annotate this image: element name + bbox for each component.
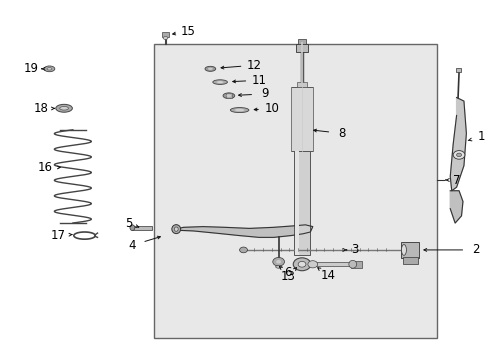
- Bar: [400, 242, 418, 258]
- Bar: [162, 32, 168, 37]
- Bar: [295, 151, 299, 255]
- Text: 7: 7: [452, 174, 459, 186]
- Bar: [312, 262, 351, 266]
- Ellipse shape: [207, 68, 212, 70]
- Text: 3: 3: [350, 243, 358, 256]
- Ellipse shape: [174, 227, 178, 231]
- Text: 1: 1: [476, 130, 484, 144]
- Bar: [291, 87, 312, 151]
- Ellipse shape: [348, 260, 356, 268]
- Bar: [298, 40, 305, 44]
- Bar: [350, 261, 361, 268]
- Circle shape: [298, 261, 305, 267]
- Bar: [225, 93, 231, 98]
- Text: 9: 9: [261, 87, 268, 100]
- Circle shape: [272, 257, 284, 266]
- Ellipse shape: [56, 104, 72, 112]
- Bar: [402, 257, 417, 264]
- Bar: [296, 44, 307, 51]
- Ellipse shape: [230, 108, 248, 113]
- Text: 14: 14: [320, 269, 335, 282]
- Text: 2: 2: [471, 243, 479, 256]
- Ellipse shape: [171, 225, 180, 234]
- Circle shape: [276, 260, 281, 264]
- Text: 6: 6: [283, 266, 290, 279]
- Ellipse shape: [234, 109, 244, 111]
- Ellipse shape: [226, 94, 231, 97]
- Text: 13: 13: [281, 270, 295, 283]
- Bar: [132, 226, 152, 230]
- Text: 17: 17: [51, 229, 65, 242]
- Text: 11: 11: [251, 74, 266, 87]
- Ellipse shape: [163, 37, 167, 40]
- Circle shape: [307, 261, 317, 268]
- Polygon shape: [173, 225, 312, 237]
- Ellipse shape: [216, 81, 223, 83]
- Circle shape: [239, 247, 247, 253]
- Text: 15: 15: [181, 25, 196, 38]
- Text: 18: 18: [34, 103, 48, 116]
- Text: 4: 4: [128, 239, 136, 252]
- Ellipse shape: [223, 93, 234, 99]
- Bar: [455, 68, 460, 72]
- Text: 10: 10: [264, 103, 279, 116]
- Circle shape: [456, 153, 461, 157]
- Ellipse shape: [60, 107, 68, 110]
- Ellipse shape: [44, 66, 55, 72]
- Ellipse shape: [212, 80, 227, 85]
- Ellipse shape: [204, 66, 215, 71]
- Bar: [294, 151, 309, 255]
- Ellipse shape: [275, 265, 281, 268]
- Text: 16: 16: [38, 161, 53, 174]
- Bar: [154, 44, 436, 338]
- Text: 8: 8: [338, 127, 345, 140]
- Text: 5: 5: [124, 217, 132, 230]
- Ellipse shape: [47, 68, 52, 70]
- Polygon shape: [449, 98, 466, 191]
- Text: 12: 12: [246, 59, 261, 72]
- Ellipse shape: [130, 225, 135, 230]
- Bar: [297, 82, 306, 87]
- Circle shape: [452, 150, 464, 159]
- Circle shape: [293, 258, 310, 271]
- Polygon shape: [449, 191, 462, 223]
- Ellipse shape: [401, 244, 406, 255]
- Text: 19: 19: [24, 62, 39, 75]
